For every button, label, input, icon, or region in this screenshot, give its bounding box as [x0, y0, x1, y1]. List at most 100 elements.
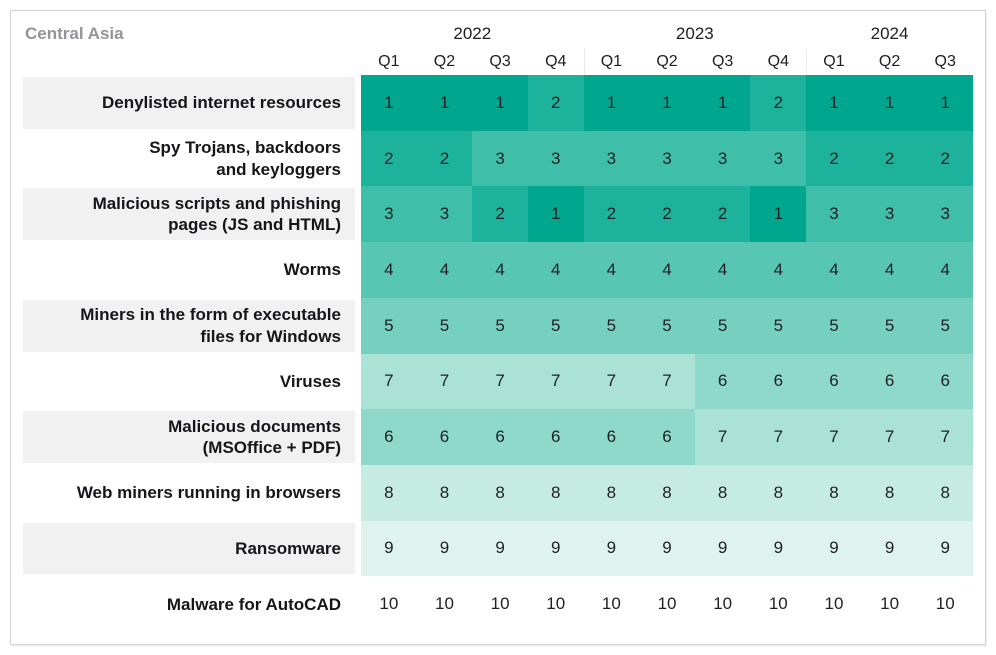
- heatmap-cell: 1: [639, 75, 695, 131]
- heatmap-cell: 3: [639, 130, 695, 187]
- row-label: Malicious documents (MSOffice + PDF): [23, 409, 355, 465]
- heatmap-frame: Central Asia 2022 2023 2024 Q1 Q2 Q3 Q4 Q1 Q2 Q3 Q4…: [10, 10, 986, 645]
- heatmap-row: Malicious documents (MSOffice + PDF) 6 6 6 6 6…: [23, 409, 974, 465]
- quarter-header: Q2: [878, 53, 901, 70]
- heatmap-cell: 4: [416, 242, 473, 298]
- header-years-row: Central Asia 2022 2023 2024: [23, 19, 973, 49]
- row-label: Worms: [23, 242, 355, 298]
- row-label: Ransomware: [23, 520, 355, 577]
- row-label-text: Web miners running in browsers: [76, 483, 341, 503]
- heatmap-cell: 1: [527, 186, 584, 243]
- heatmap-cell: 5: [583, 297, 640, 354]
- heatmap-cell: 7: [806, 409, 862, 465]
- heatmap-cell: 4: [639, 242, 695, 298]
- row-label-text: Malicious scripts and phishing pages (JS …: [92, 194, 341, 235]
- heatmap-cell: 1: [361, 75, 417, 131]
- heatmap-cell: 3: [750, 130, 807, 187]
- row-label-text: Spy Trojans, backdoors and keyloggers: [149, 138, 341, 179]
- heatmap-cell: 4: [694, 242, 751, 298]
- heatmap-row: Malicious scripts and phishing pages (JS …: [23, 186, 974, 243]
- heatmap-cell: 8: [917, 464, 974, 521]
- heatmap-cell: 9: [416, 520, 473, 577]
- row-label-text: Malware for AutoCAD: [166, 594, 341, 614]
- heatmap-cell: 6: [527, 409, 584, 465]
- heatmap-cell: 10: [472, 576, 528, 633]
- heatmap-cell: 9: [583, 520, 640, 577]
- quarter-header: Q3: [489, 53, 511, 70]
- heatmap-cell: 5: [472, 297, 528, 354]
- heatmap-row: Denylisted internet resources 1 1 1 2 1 1 1 2 1 1 1: [23, 75, 974, 131]
- heatmap-cell: 2: [917, 130, 974, 187]
- heatmap-cell: 9: [694, 520, 751, 577]
- heatmap-cell: 7: [527, 353, 584, 410]
- header-quarters-row: Q1 Q2 Q3 Q4 Q1 Q2 Q3 Q4 Q1 Q2 Q3: [23, 49, 973, 75]
- row-label: Miners in the form of executable files fo…: [23, 297, 355, 354]
- heatmap-cell: 9: [917, 520, 974, 577]
- heatmap-cell: 6: [694, 353, 751, 410]
- heatmap-row: Malware for AutoCAD 10 10 10 10 10 10 10 10 10 10 1…: [23, 576, 974, 633]
- heatmap-cell: 2: [472, 186, 528, 243]
- year-header-2024: 2024: [870, 24, 909, 43]
- heatmap-cell: 8: [583, 464, 640, 521]
- heatmap-cell: 3: [472, 130, 528, 187]
- quarter-header: Q1: [806, 49, 862, 75]
- heatmap-cell: 1: [861, 75, 918, 131]
- row-label: Malicious scripts and phishing pages (JS …: [23, 186, 355, 243]
- heatmap-cell: 7: [750, 409, 807, 465]
- quarter-header: Q3: [711, 53, 734, 70]
- row-label-text: Worms: [283, 260, 341, 280]
- heatmap-cell: 10: [583, 576, 640, 633]
- heatmap-cell: 3: [694, 130, 751, 187]
- heatmap-cell: 2: [861, 130, 918, 187]
- heatmap-cell: 7: [583, 353, 640, 410]
- heatmap-cell: 8: [416, 464, 473, 521]
- heatmap-cell: 9: [361, 520, 417, 577]
- heatmap-cell: 3: [583, 130, 640, 187]
- heatmap-cell: 3: [861, 186, 918, 243]
- heatmap-cell: 6: [361, 409, 417, 465]
- heatmap-cell: 2: [694, 186, 751, 243]
- heatmap-cell: 3: [806, 186, 862, 243]
- heatmap-cell: 9: [472, 520, 528, 577]
- quarter-header: Q1: [584, 49, 640, 75]
- heatmap-cell: 9: [750, 520, 807, 577]
- heatmap-cell: 8: [694, 464, 751, 521]
- heatmap-cell: 7: [416, 353, 473, 410]
- heatmap-cell: 8: [639, 464, 695, 521]
- heatmap-cell: 1: [694, 75, 751, 131]
- heatmap-cell: 7: [861, 409, 918, 465]
- heatmap-row: Miners in the form of executable files fo…: [23, 297, 974, 354]
- year-header-2023: 2023: [675, 24, 714, 43]
- heatmap-cell: 2: [416, 130, 473, 187]
- heatmap-cell: 6: [583, 409, 640, 465]
- quarter-header: Q1: [378, 53, 400, 70]
- heatmap-cell: 9: [861, 520, 918, 577]
- heatmap-cell: 2: [583, 186, 640, 243]
- heatmap-cell: 4: [750, 242, 807, 298]
- row-label-text: Malicious documents (MSOffice + PDF): [168, 416, 341, 458]
- heatmap-cell: 3: [527, 130, 584, 187]
- quarter-header: Q2: [433, 53, 456, 70]
- heatmap-cell: 8: [806, 464, 862, 521]
- heatmap-cell: 2: [639, 186, 695, 243]
- heatmap-cell: 5: [861, 297, 918, 354]
- heatmap-row: Web miners running in browsers 8 8 8 8 8 8 8 8 8 8…: [23, 464, 974, 521]
- row-label: Malware for AutoCAD: [23, 576, 355, 632]
- heatmap-cell: 4: [806, 242, 862, 298]
- heatmap-cell: 1: [472, 75, 528, 131]
- heatmap-cell: 6: [917, 353, 974, 410]
- heatmap-cell: 2: [750, 75, 807, 131]
- heatmap-cell: 8: [472, 464, 528, 521]
- row-label: Denylisted internet resources: [23, 75, 355, 131]
- heatmap-row: Worms 4 4 4 4 4 4 4 4 4 4 4: [23, 242, 974, 298]
- row-label-text: Denylisted internet resources: [101, 93, 341, 113]
- heatmap-cell: 3: [416, 186, 473, 243]
- heatmap-cell: 8: [861, 464, 918, 521]
- heatmap-cell: 4: [917, 242, 974, 298]
- heatmap-cell: 7: [694, 409, 751, 465]
- heatmap-cell: 10: [694, 576, 751, 633]
- heatmap-cell: 7: [361, 353, 417, 410]
- heatmap-cell: 4: [861, 242, 918, 298]
- row-label-text: Viruses: [279, 371, 341, 391]
- heatmap-cell: 8: [750, 464, 807, 521]
